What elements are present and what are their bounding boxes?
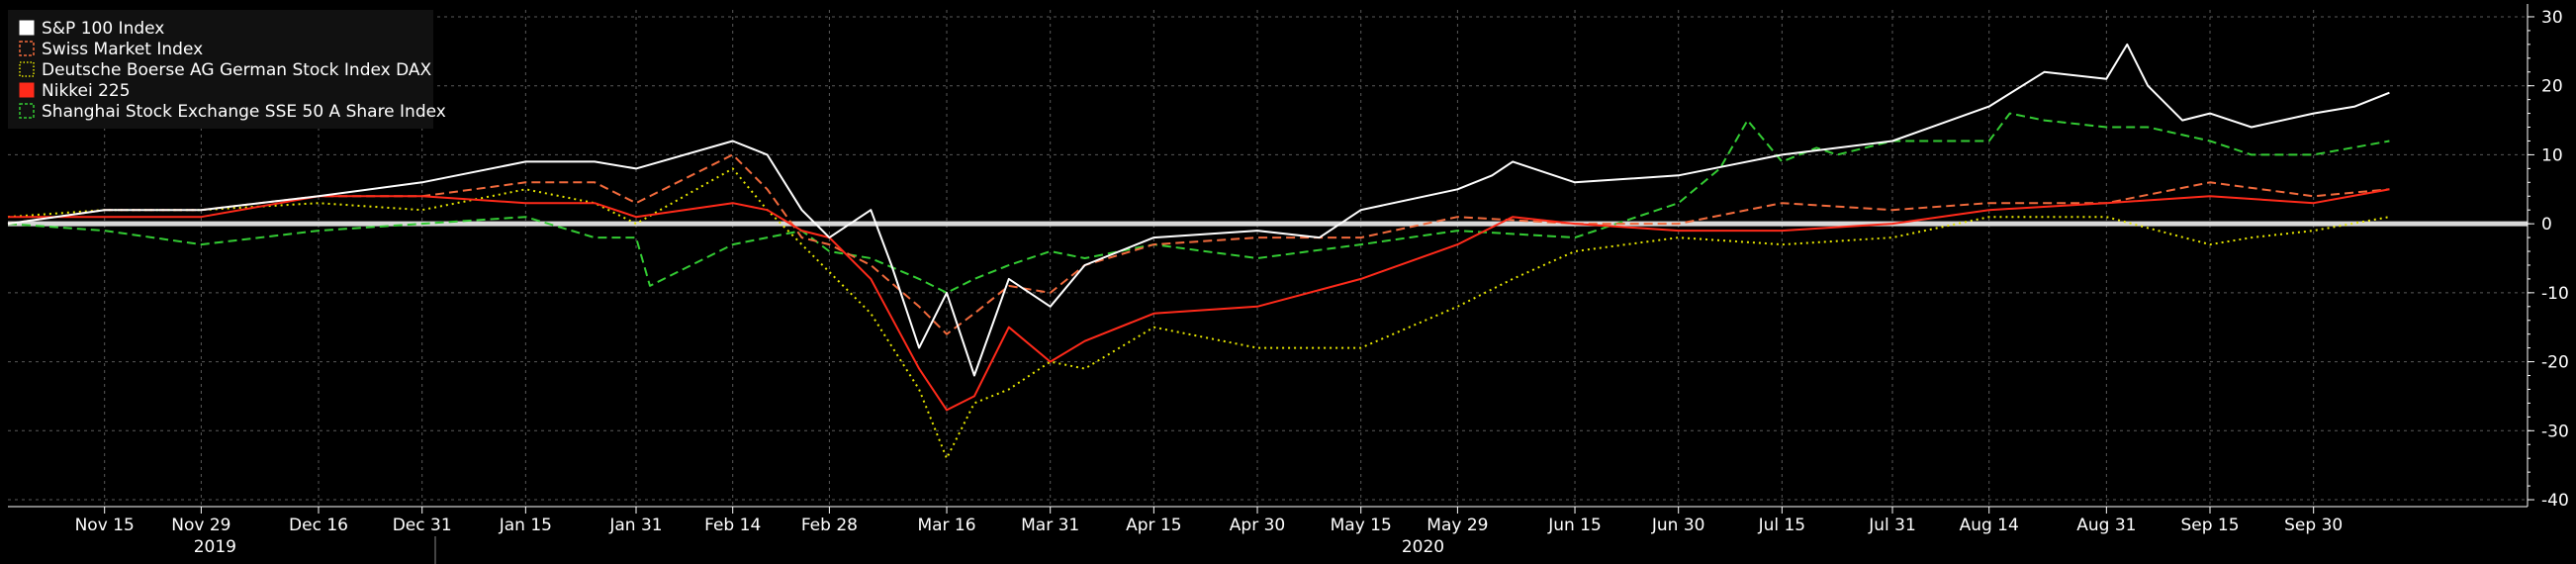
x-tick-label: Jan 31 [608,516,662,535]
legend-marker-1 [19,20,35,36]
x-tick-label: Apr 30 [1230,516,1285,535]
y-tick-label: -20 [2541,353,2569,373]
legend-marker-4 [19,82,35,98]
x-tick-label: Dec 31 [393,516,452,535]
legend-marker-3 [19,61,35,77]
legend-label-3: Deutsche Boerse AG German Stock Index DA… [42,60,432,80]
legend-label-5: Shanghai Stock Exchange SSE 50 A Share I… [42,102,446,122]
x-tick-label: Jun 30 [1651,516,1705,535]
x-tick-label: Jun 15 [1547,516,1602,535]
x-tick-label: Jan 15 [499,516,552,535]
x-tick-label: May 29 [1426,516,1488,535]
x-tick-label: Nov 15 [75,516,135,535]
legend-marker-2 [19,41,35,56]
x-tick-label: Dec 16 [289,516,348,535]
y-tick-label: -10 [2541,284,2569,304]
axes: 30 20 10 0 -10 -20 -30 -40 Nov 15 Nov 29 Dec 16 Dec… [8,4,2569,564]
x-tick-label: Sep 30 [2284,516,2343,535]
x-tick-label: Mar 16 [917,516,975,535]
x-tick-label: Feb 28 [801,516,858,535]
x-tick-label: Mar 31 [1021,516,1079,535]
x-tick-label: Sep 15 [2180,516,2239,535]
series-lines [7,43,2390,460]
legend-label-4: Nikkei 225 [42,81,131,101]
x-tick-label: May 15 [1331,516,1392,535]
y-tick-label: -30 [2541,422,2569,441]
series-line-2 [7,153,2390,335]
series-line-4 [8,188,2390,412]
x-tick-label: Feb 14 [704,516,761,535]
x-tick-label: Apr 15 [1126,516,1181,535]
legend-box [8,10,433,129]
x-tick-label: Nov 29 [171,516,230,535]
x-tick-label: Aug 31 [2076,516,2136,535]
x-tick-label: Aug 14 [1960,516,2019,535]
year-label: 2019 [194,537,236,557]
y-tick-label: 30 [2541,8,2563,28]
x-tick-label: Jul 31 [1868,516,1916,535]
legend-label-1: S&P 100 Index [42,19,164,39]
y-tick-label: 10 [2541,145,2563,165]
x-tick-label: Jul 15 [1758,516,1806,535]
legend-label-2: Swiss Market Index [42,40,203,59]
legend-marker-5 [19,103,35,119]
series-line-1 [7,43,2390,377]
y-tick-label: 0 [2541,215,2552,235]
y-tick-label: 20 [2541,77,2563,97]
y-tick-label: -40 [2541,491,2569,511]
year-label: 2020 [1402,537,1444,557]
